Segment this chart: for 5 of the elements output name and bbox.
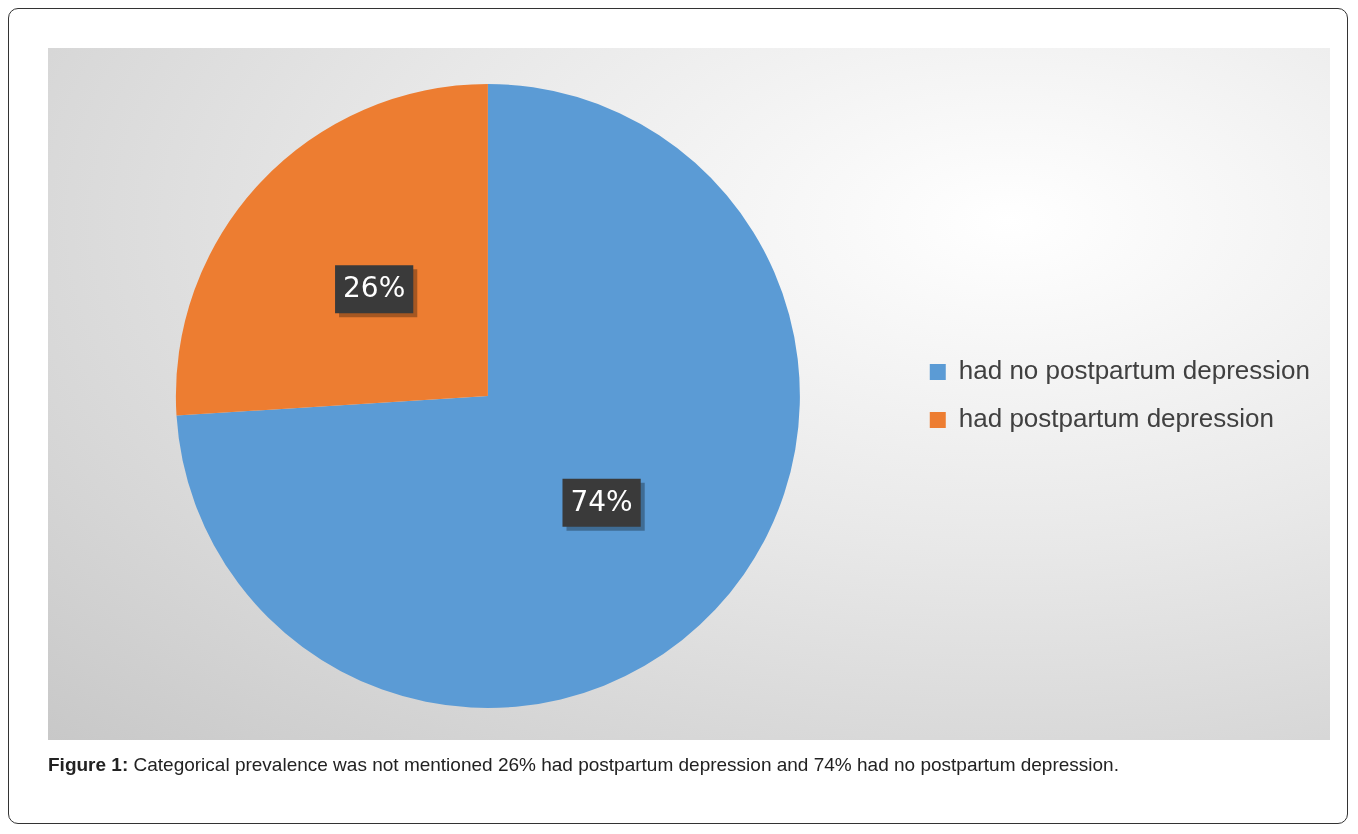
data-label: 74% [570, 485, 633, 519]
legend-label: had postpartum depression [958, 403, 1274, 434]
legend-label: had no postpartum depression [958, 355, 1311, 386]
data-label: 26% [343, 271, 406, 305]
caption: Figure 1: Categorical prevalence was not mentioned 26% had postpartum depression and 74% had no postpartum depression. [48, 754, 1119, 775]
